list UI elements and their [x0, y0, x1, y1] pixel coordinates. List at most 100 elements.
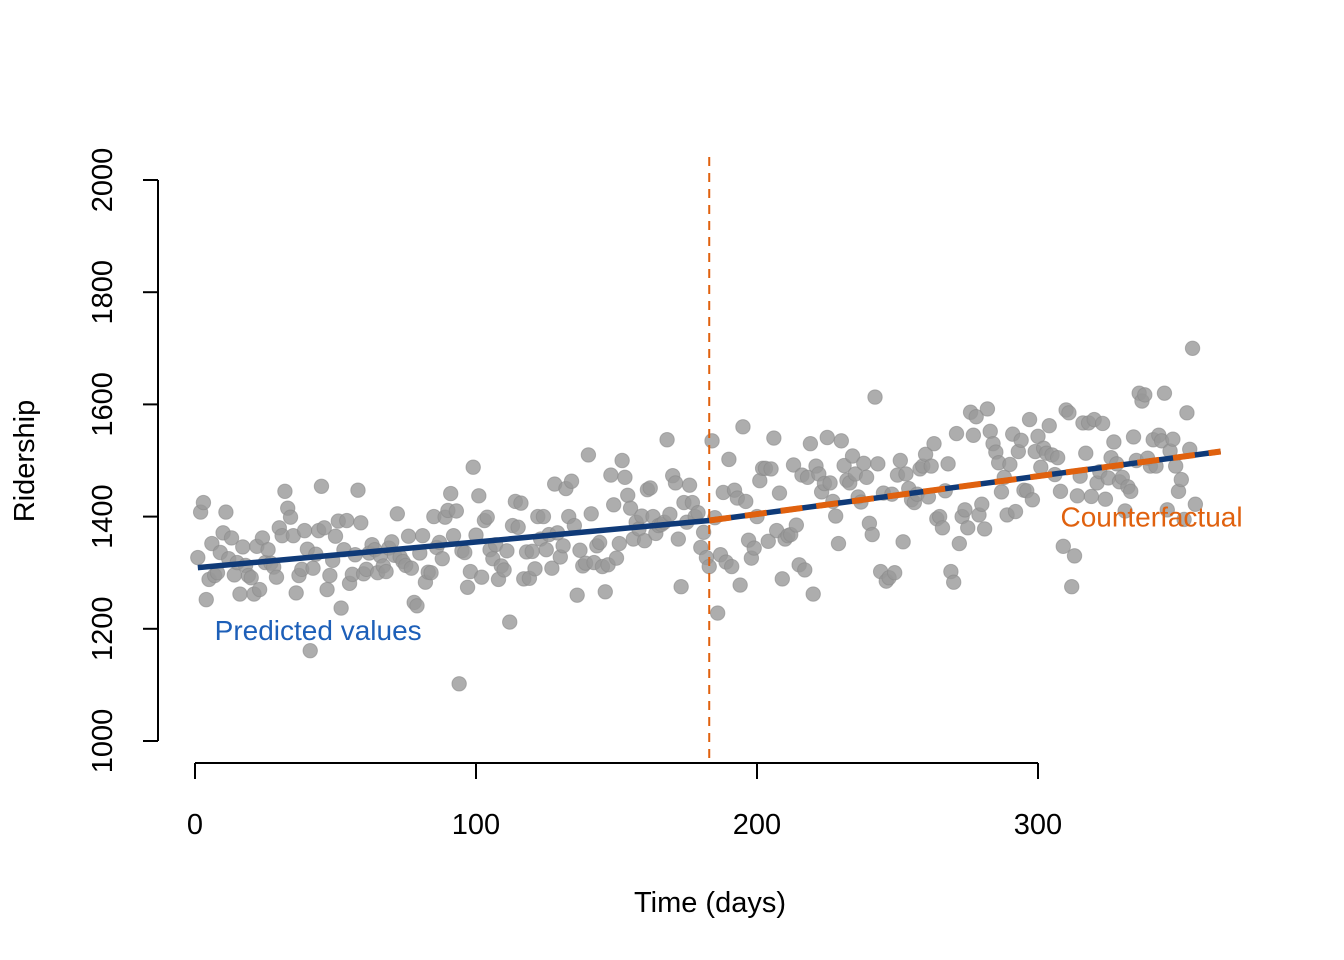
data-point: [620, 487, 636, 503]
data-point: [886, 565, 903, 581]
data-point: [223, 530, 240, 546]
data-point: [608, 550, 625, 566]
data-point: [858, 469, 875, 486]
data-point: [892, 452, 909, 469]
data-point: [603, 467, 619, 483]
data-point: [260, 541, 276, 558]
data-point: [622, 500, 639, 516]
data-point: [513, 495, 529, 511]
data-point: [946, 574, 962, 590]
data-point: [766, 430, 782, 446]
data-point: [471, 488, 487, 504]
data-point: [1049, 449, 1066, 466]
trend-lines: Predicted values Counterfactual: [197, 157, 1243, 764]
data-point: [993, 484, 1010, 500]
data-point: [898, 466, 914, 482]
data-point: [457, 544, 473, 561]
data-point: [1187, 496, 1204, 512]
data-point: [305, 560, 321, 576]
data-point: [190, 549, 206, 566]
data-point: [1173, 471, 1190, 488]
data-point: [327, 528, 344, 544]
data-point: [277, 483, 293, 500]
data-point: [535, 508, 552, 525]
data-point: [926, 435, 942, 452]
data-point: [1013, 432, 1029, 449]
data-point: [605, 497, 622, 513]
data-point: [243, 570, 259, 586]
data-point: [423, 565, 439, 581]
y-tick-label: 1600: [87, 372, 119, 437]
data-point: [805, 586, 821, 602]
data-point: [774, 571, 790, 587]
y-axis: 1000 1200 1400 1600 1800 2000: [87, 148, 159, 773]
y-tick-label: 1800: [87, 260, 119, 325]
data-point: [389, 506, 406, 522]
data-point: [1078, 445, 1094, 461]
data-point: [414, 527, 431, 544]
counterfactual-line: [708, 448, 1222, 524]
data-point: [580, 447, 597, 463]
data-point: [583, 506, 599, 522]
data-point: [788, 517, 805, 533]
data-point: [268, 569, 285, 585]
data-point: [662, 506, 678, 523]
data-point: [1064, 579, 1080, 595]
data-point: [1066, 548, 1083, 564]
data-point: [974, 496, 990, 512]
data-point: [591, 534, 608, 551]
data-point: [979, 401, 996, 417]
data-point: [339, 512, 355, 529]
data-point: [1176, 511, 1192, 528]
data-point: [724, 558, 740, 575]
data-point: [1007, 503, 1024, 520]
data-point: [690, 504, 706, 521]
data-point: [709, 605, 726, 621]
data-point: [322, 567, 338, 584]
data-point: [940, 456, 956, 472]
data-point: [659, 432, 675, 448]
data-point: [968, 409, 984, 425]
data-point: [695, 524, 712, 541]
data-point: [771, 485, 788, 501]
data-point: [934, 520, 951, 536]
data-point: [1024, 492, 1041, 508]
data-point: [597, 584, 613, 600]
data-point: [802, 435, 819, 452]
data-point: [614, 452, 630, 469]
data-point: [642, 480, 658, 496]
x-axis-title: Time (days): [634, 887, 786, 919]
y-axis-title: Ridership: [9, 400, 41, 523]
data-point: [856, 455, 872, 472]
data-point: [844, 448, 861, 464]
data-point: [445, 527, 462, 544]
data-point: [1002, 456, 1018, 473]
data-point: [1041, 418, 1057, 434]
data-point: [785, 457, 802, 473]
data-point: [544, 560, 560, 576]
data-point: [1156, 385, 1173, 401]
data-point: [510, 519, 526, 535]
data-point: [563, 473, 580, 489]
data-point: [721, 451, 737, 468]
data-point: [763, 461, 779, 477]
data-point: [434, 550, 450, 567]
data-point: [1061, 405, 1077, 421]
predicted-line: [197, 517, 710, 571]
data-point: [760, 533, 776, 549]
data-point: [198, 591, 214, 608]
data-point: [235, 539, 251, 555]
data-point: [1159, 502, 1175, 518]
data-point: [316, 520, 332, 536]
data-point: [319, 581, 335, 598]
data-point: [527, 561, 543, 577]
data-point: [1123, 483, 1139, 500]
data-point: [502, 614, 518, 630]
data-point: [288, 585, 304, 601]
data-point: [296, 522, 313, 539]
data-point: [976, 521, 993, 537]
y-tick-label: 1200: [87, 597, 119, 662]
data-point: [704, 433, 720, 449]
data-point: [960, 520, 976, 536]
data-point: [827, 508, 844, 524]
